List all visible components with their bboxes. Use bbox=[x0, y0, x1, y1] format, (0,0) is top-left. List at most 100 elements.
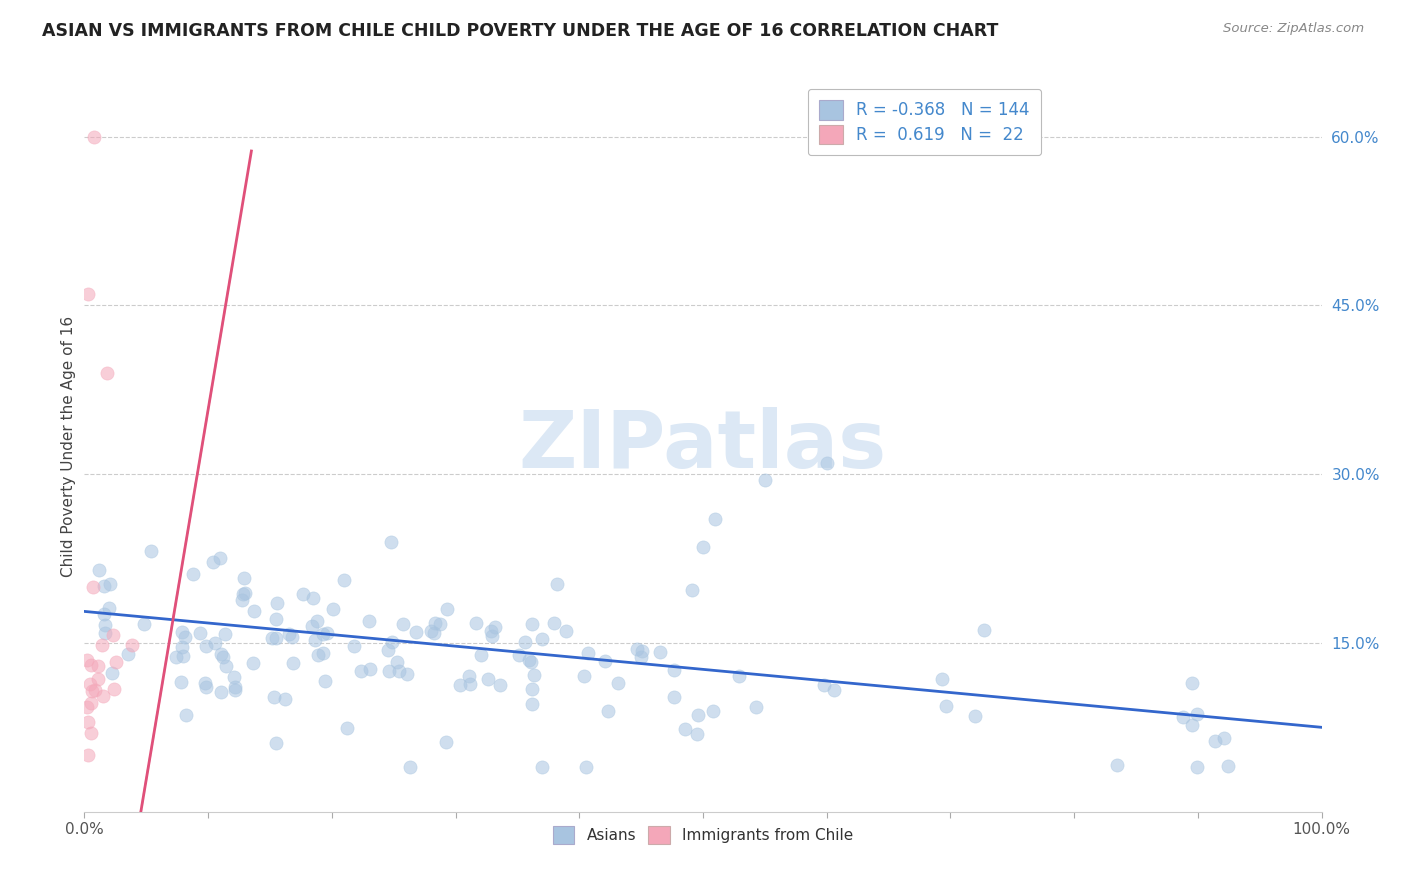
Point bbox=[87, 659, 110, 673]
Point bbox=[385, 655, 408, 669]
Point bbox=[543, 615, 565, 630]
Point bbox=[517, 653, 540, 667]
Point bbox=[1181, 676, 1204, 690]
Point bbox=[481, 629, 503, 643]
Point bbox=[231, 592, 253, 607]
Point bbox=[973, 623, 995, 637]
Point bbox=[692, 541, 714, 555]
Point bbox=[262, 631, 284, 645]
Point bbox=[79, 676, 101, 690]
Point bbox=[80, 696, 103, 710]
Point bbox=[304, 633, 326, 648]
Point bbox=[181, 566, 204, 581]
Point bbox=[307, 648, 329, 662]
Point bbox=[333, 573, 356, 587]
Point bbox=[380, 534, 402, 549]
Text: ZIPatlas: ZIPatlas bbox=[519, 407, 887, 485]
Point bbox=[172, 640, 194, 654]
Point bbox=[519, 655, 541, 669]
Point bbox=[595, 655, 617, 669]
Point bbox=[79, 658, 101, 673]
Point bbox=[470, 648, 492, 662]
Point bbox=[121, 638, 143, 652]
Point bbox=[728, 668, 751, 682]
Point bbox=[578, 646, 600, 660]
Point bbox=[754, 473, 776, 487]
Point bbox=[243, 604, 266, 618]
Point bbox=[359, 662, 381, 676]
Point bbox=[1204, 734, 1226, 748]
Point bbox=[702, 704, 724, 718]
Point bbox=[264, 736, 287, 750]
Point bbox=[104, 655, 127, 669]
Point bbox=[194, 680, 217, 694]
Point bbox=[312, 627, 335, 641]
Point bbox=[598, 704, 620, 718]
Point bbox=[93, 626, 115, 640]
Point bbox=[488, 678, 510, 692]
Point bbox=[688, 708, 710, 723]
Point bbox=[209, 551, 232, 566]
Point bbox=[1105, 757, 1128, 772]
Point bbox=[305, 614, 328, 628]
Point bbox=[266, 596, 288, 610]
Point bbox=[83, 129, 105, 144]
Point bbox=[357, 614, 380, 628]
Point bbox=[93, 607, 115, 621]
Point bbox=[381, 635, 404, 649]
Point bbox=[436, 602, 458, 616]
Point bbox=[204, 635, 226, 649]
Point bbox=[194, 676, 217, 690]
Point bbox=[301, 619, 323, 633]
Point bbox=[232, 587, 254, 601]
Point bbox=[523, 667, 546, 681]
Point bbox=[266, 612, 288, 626]
Point bbox=[274, 691, 297, 706]
Point bbox=[103, 628, 125, 642]
Point bbox=[555, 624, 578, 638]
Point bbox=[264, 632, 287, 646]
Point bbox=[212, 650, 235, 665]
Point bbox=[546, 577, 568, 591]
Point bbox=[823, 683, 845, 698]
Point bbox=[94, 618, 117, 632]
Point bbox=[280, 631, 302, 645]
Point bbox=[458, 677, 481, 691]
Point bbox=[399, 760, 422, 774]
Point bbox=[165, 649, 187, 664]
Point bbox=[531, 632, 554, 647]
Point bbox=[98, 577, 121, 591]
Point bbox=[76, 653, 98, 667]
Point bbox=[91, 689, 114, 703]
Point bbox=[211, 685, 233, 699]
Point bbox=[77, 287, 100, 301]
Point bbox=[215, 659, 238, 673]
Point bbox=[79, 726, 101, 740]
Point bbox=[1173, 710, 1195, 724]
Point bbox=[673, 723, 696, 737]
Point bbox=[423, 615, 446, 630]
Point bbox=[479, 624, 502, 638]
Point bbox=[233, 585, 256, 599]
Point bbox=[281, 657, 304, 671]
Point bbox=[87, 672, 110, 686]
Point bbox=[188, 626, 211, 640]
Point bbox=[931, 672, 953, 686]
Point bbox=[132, 617, 155, 632]
Point bbox=[350, 664, 373, 678]
Point bbox=[630, 649, 652, 664]
Point bbox=[263, 690, 285, 704]
Point bbox=[301, 591, 323, 605]
Point bbox=[77, 748, 100, 763]
Point bbox=[336, 721, 359, 735]
Point bbox=[233, 571, 256, 585]
Point bbox=[172, 648, 194, 663]
Point bbox=[101, 666, 124, 681]
Point bbox=[170, 625, 193, 640]
Text: Source: ZipAtlas.com: Source: ZipAtlas.com bbox=[1223, 22, 1364, 36]
Point bbox=[224, 670, 246, 684]
Point bbox=[745, 699, 768, 714]
Point bbox=[93, 579, 115, 593]
Point bbox=[531, 760, 554, 774]
Point bbox=[1180, 718, 1202, 732]
